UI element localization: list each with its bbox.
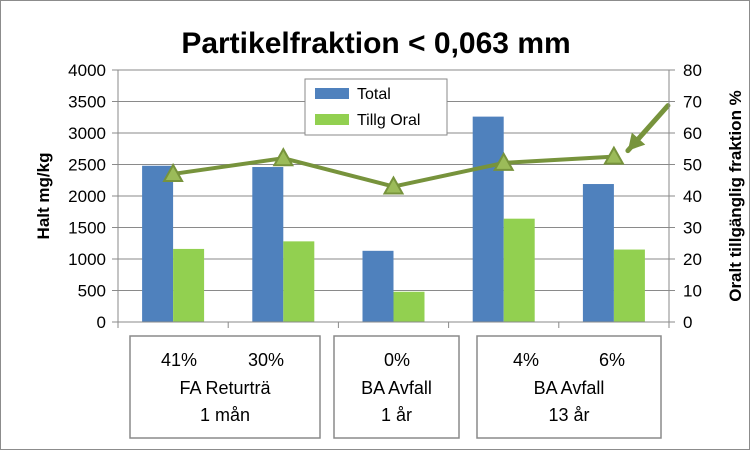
bar-total [142,165,174,322]
bar-tillg-oral [393,291,425,322]
bar-total [362,250,394,322]
group-percent: 6% [599,350,625,370]
legend-swatch [315,88,349,99]
y2-tick-label: 30 [683,219,702,238]
axes [112,69,675,328]
y2-tick-label: 40 [683,187,702,206]
line-marker [382,175,405,195]
group-label: BA Avfall [534,378,605,398]
bar-tillg-oral [613,249,645,322]
y-tick-label: 1500 [68,219,106,238]
y-tick-label: 0 [97,313,106,332]
y2-tick-label: 10 [683,282,702,301]
group-label: BA Avfall [361,378,432,398]
bar-total [472,116,504,323]
bar-total [252,167,284,322]
legend-label: Total [357,86,391,103]
y2-tick-label: 80 [683,61,702,80]
line-marker [603,145,625,165]
line-layer [162,103,671,195]
line-marker [272,147,295,167]
y-tick-label: 3500 [68,93,106,112]
bar-total [582,184,614,322]
y-tick-label: 4000 [68,61,106,80]
y2-tick-label: 0 [683,313,692,332]
group-sublabel: 1 år [381,405,412,425]
y2-tick-label: 70 [683,93,702,112]
y-tick-label: 1000 [68,250,106,269]
group-percent: 41% [161,350,197,370]
legend: Total Tillg Oral [304,78,448,136]
y-tick-label: 500 [78,282,106,301]
y-tick-label: 3000 [68,124,106,143]
legend-label: Tillg Oral [357,112,420,129]
group-box [333,335,460,439]
group-percent: 0% [384,350,410,370]
bar-layer [142,116,645,323]
legend-swatch [315,114,349,125]
chart-title: Partikelfraktion < 0,063 mm [181,27,570,60]
y2-tick-label: 20 [683,250,702,269]
bar-tillg-oral [503,218,535,322]
group-box [476,335,662,439]
group-label: FA Returträ [179,378,271,398]
group-sublabel: 13 år [548,405,589,425]
y-tick-label: 2500 [68,156,106,175]
category-groups: 41% 30% FA Returträ 1 mån 0% BA Avfall 1 år 4% 6… [129,335,662,439]
group-percent: 4% [513,350,539,370]
group-percent: 30% [248,350,284,370]
tick-labels: 0 500 1000 1500 2000 2500 3000 3500 4000 0 10 20 30 4… [68,61,702,332]
group-sublabel: 1 mån [200,405,250,425]
annotation-arrow-head [627,132,646,151]
y2-axis-title: Oralt tillgänglig fraktion % [726,90,745,302]
bar-tillg-oral [283,241,315,322]
y2-tick-label: 50 [683,156,702,175]
y-tick-label: 2000 [68,187,106,206]
line-marker [492,151,515,171]
y-axis-title: Halt mg/kg [34,153,53,240]
y2-tick-label: 60 [683,124,702,143]
line-marker [162,162,184,182]
bar-tillg-oral [173,248,205,322]
group-box [129,335,321,439]
